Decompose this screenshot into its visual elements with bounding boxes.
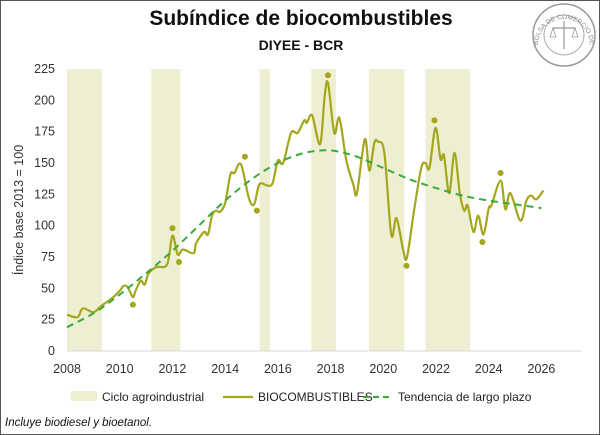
marker-point xyxy=(241,153,248,160)
logo-inner-ring xyxy=(543,14,585,56)
x-tick-label: 2024 xyxy=(475,362,503,376)
x-tick-label: 2020 xyxy=(369,362,397,376)
marker-point xyxy=(169,225,176,232)
band xyxy=(368,69,405,351)
marker-point xyxy=(253,207,260,214)
x-tick-label: 2022 xyxy=(422,362,450,376)
y-tick-label: 0 xyxy=(48,344,55,358)
y-tick-label: 200 xyxy=(34,93,55,107)
marker-point xyxy=(129,301,136,308)
band xyxy=(151,69,181,351)
y-tick-label: 75 xyxy=(41,250,55,264)
marker-point xyxy=(176,259,183,266)
x-tick-label: 2012 xyxy=(159,362,187,376)
marker-point xyxy=(431,117,438,124)
band xyxy=(259,69,270,351)
y-tick-label: 150 xyxy=(34,156,55,170)
marker-point xyxy=(497,170,504,177)
chart-title: Subíndice de biocombustibles xyxy=(149,7,453,30)
footnote: Incluye biodiesel y bioetanol. xyxy=(5,417,153,429)
x-tick-label: 2016 xyxy=(264,362,292,376)
x-tick-label: 2014 xyxy=(211,362,239,376)
legend-label-biocombustibles: BIOCOMBUSTIBLES xyxy=(258,390,373,404)
y-tick-label: 225 xyxy=(34,62,55,76)
y-tick-label: 50 xyxy=(41,281,55,295)
series-line-biocombustibles xyxy=(66,80,545,319)
logo-scale-pans xyxy=(549,26,579,38)
legend-label-tendencia: Tendencia de largo plazo xyxy=(398,390,532,404)
band xyxy=(67,69,103,351)
y-tick-label: 125 xyxy=(34,187,55,201)
y-tick-label: 175 xyxy=(34,125,55,139)
legend-swatch-band xyxy=(71,391,97,401)
marker-point xyxy=(403,262,410,269)
legend-label-band: Ciclo agroindustrial xyxy=(102,390,204,404)
x-tick-label: 2008 xyxy=(53,362,81,376)
y-tick-label: 100 xyxy=(34,219,55,233)
x-tick-label: 2026 xyxy=(528,362,556,376)
x-tick-label: 2018 xyxy=(317,362,345,376)
marker-point xyxy=(324,72,331,79)
marker-point xyxy=(479,238,486,245)
chart-subtitle: DIYEE - BCR xyxy=(258,37,344,53)
y-axis-label: Índice base 2013 = 100 xyxy=(11,145,26,275)
y-tick-label: 25 xyxy=(41,313,55,327)
series-line-tendencia xyxy=(66,149,542,329)
x-tick-label: 2010 xyxy=(106,362,134,376)
